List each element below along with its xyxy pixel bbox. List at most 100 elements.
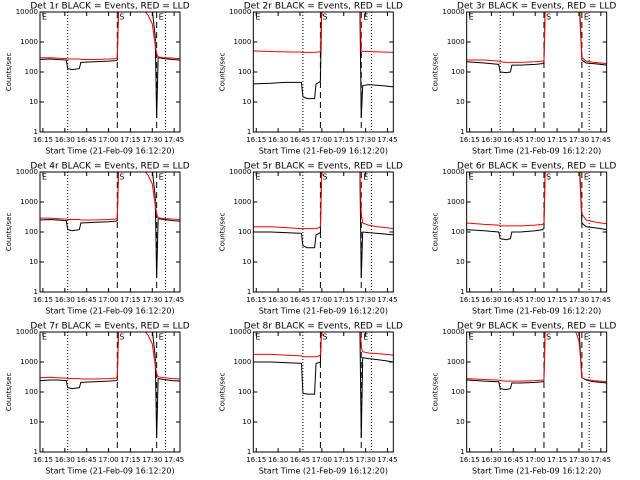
x-tick-label: 16:30 [55,456,75,464]
x-tick-label: 17:30 [356,456,376,464]
panel-title: Det 9r BLACK = Events, RED = LLD [457,322,616,332]
panel-title: Det 2r BLACK = Events, RED = LLD [244,2,403,12]
y-tick-label: 1 [34,448,38,456]
y-tick-label: 1 [34,288,38,296]
x-tick-label: 17:00 [312,136,332,144]
x-tick-label: 17:15 [120,456,140,464]
y-tick-label: 1 [460,448,464,456]
annotation: S [119,333,124,342]
y-tick-label: 10000 [229,328,251,336]
x-axis-label: Start Time (21-Feb-09 16:12:20) [472,467,601,476]
annotation: E [42,13,47,22]
x-tick-label: 16:30 [268,296,288,304]
annotation: E [584,173,589,182]
x-tick-label: 17:15 [547,136,567,144]
series-line [253,12,394,53]
annotation: E [469,13,474,22]
x-tick-label: 16:30 [268,456,288,464]
y-tick-label: 10 [242,258,251,266]
x-tick-label: 16:30 [55,136,75,144]
x-tick-label: 16:45 [290,296,310,304]
y-tick-label: 10000 [442,328,464,336]
x-tick-label: 16:30 [481,136,501,144]
x-tick-label: 17:45 [591,136,611,144]
y-tick-label: 1000 [234,38,252,46]
x-tick-label: 17:30 [569,296,589,304]
y-tick-label: 1 [460,128,464,136]
panel: Det 2r BLACK = Events, RED = LLD Start Ti… [218,2,403,156]
x-tick-label: 16:15 [246,296,266,304]
plot-frame [466,171,608,293]
panel-title: Det 4r BLACK = Events, RED = LLD [30,162,189,172]
x-axis-label: Start Time (21-Feb-09 16:12:20) [259,307,388,316]
y-tick-label: 1000 [20,358,38,366]
annotation: S [119,173,124,182]
x-tick-label: 16:45 [290,456,310,464]
y-tick-label: 10000 [229,168,251,176]
y-tick-label: 10 [456,418,465,426]
y-axis-label: Counts/sec [218,53,226,92]
x-tick-label: 17:45 [377,296,397,304]
y-tick-label: 1000 [20,38,38,46]
x-tick-label: 17:15 [120,136,140,144]
x-tick-label: 17:30 [569,456,589,464]
plot-frame [466,11,608,133]
x-tick-label: 17:00 [312,296,332,304]
panel: Det 8r BLACK = Events, RED = LLD Start Ti… [218,322,403,476]
panel: Det 1r BLACK = Events, RED = LLD Start Ti… [5,2,190,156]
annotation: E [255,173,260,182]
y-tick-label: 10 [29,258,38,266]
x-tick-label: 16:15 [459,296,479,304]
x-tick-label: 17:30 [569,136,589,144]
annotation: E [255,13,260,22]
panel: Det 5r BLACK = Events, RED = LLD Start Ti… [218,162,403,316]
y-tick-label: 100 [451,68,464,76]
x-tick-label: 17:45 [164,456,184,464]
panel-title: Det 1r BLACK = Events, RED = LLD [30,2,189,12]
y-tick-label: 1000 [234,198,252,206]
x-axis-label: Start Time (21-Feb-09 16:12:20) [472,307,601,316]
plot-frame [252,331,394,453]
series-line [40,12,180,118]
annotation: E [363,13,368,22]
annotation: E [469,333,474,342]
series-line [253,332,394,358]
series-line [40,332,180,438]
y-axis-label: Counts/sec [432,213,440,252]
panel-title: Det 8r BLACK = Events, RED = LLD [244,322,403,332]
panel-title: Det 7r BLACK = Events, RED = LLD [30,322,189,332]
x-tick-label: 16:30 [55,296,75,304]
x-tick-label: 17:30 [142,456,162,464]
x-tick-label: 17:30 [142,136,162,144]
annotation: S [322,333,327,342]
x-tick-label: 17:15 [547,456,567,464]
y-tick-label: 1000 [20,198,38,206]
x-tick-label: 16:30 [481,296,501,304]
plot-frame [466,331,608,453]
x-tick-label: 16:30 [268,136,288,144]
x-tick-label: 17:00 [98,456,118,464]
x-tick-label: 17:00 [525,296,545,304]
x-tick-label: 16:30 [481,456,501,464]
y-tick-label: 10000 [442,168,464,176]
series-line [40,172,180,221]
plot-frame [252,11,394,133]
x-tick-label: 17:45 [377,456,397,464]
y-tick-label: 100 [25,228,38,236]
annotation: S [322,173,327,182]
x-axis-label: Start Time (21-Feb-09 16:12:20) [45,147,174,156]
series-line [466,12,607,65]
series-line [466,172,607,227]
series-line [40,172,180,278]
x-axis-label: Start Time (21-Feb-09 16:12:20) [259,467,388,476]
plot-frame [39,11,181,133]
y-tick-label: 1 [247,448,251,456]
y-tick-label: 100 [25,68,38,76]
annotation: E [363,173,368,182]
annotation: S [546,333,551,342]
panel: Det 9r BLACK = Events, RED = LLD Start Ti… [432,322,617,476]
y-axis-label: Counts/sec [5,213,13,252]
x-tick-label: 17:00 [98,296,118,304]
x-tick-label: 17:15 [120,296,140,304]
annotation: E [255,333,260,342]
